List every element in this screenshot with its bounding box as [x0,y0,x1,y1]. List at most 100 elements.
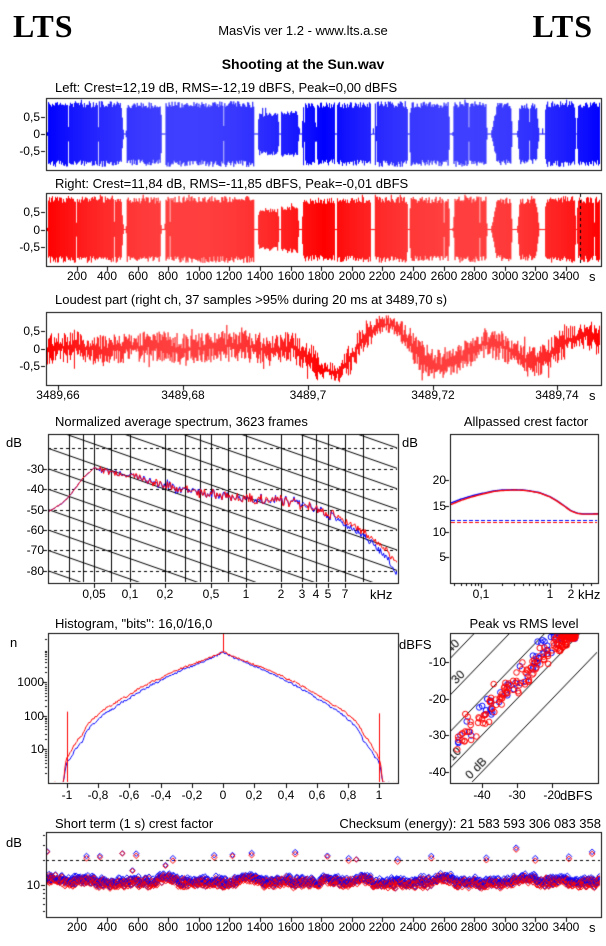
tick-label: 600 [127,269,149,283]
tick-label: 10 [26,878,40,892]
tick-label: -20 [543,788,561,802]
tick-label: 400 [96,920,118,934]
tick-label: 3 [298,587,306,601]
tick-label: -80 [26,564,44,578]
short-term-crest-title: Short term (1 s) crest factor [55,816,214,831]
tick-label: 1 [375,788,383,802]
axis-unit-label: s [589,269,596,284]
tick-label: -0,4 [150,788,172,802]
tick-label: 0,1 [121,587,139,601]
tick-label: 0,8 [339,788,357,802]
tick-label: 1400 [246,920,274,934]
tick-label: 4 [312,587,320,601]
allpassed-crest-title: Allpassed crest factor [463,414,589,429]
tick-label: 2800 [460,269,488,283]
tick-label: -0,6 [118,788,140,802]
tick-label: 2400 [399,269,427,283]
tick-label: 2200 [368,920,396,934]
tick-label: 3000 [491,920,519,934]
tick-label: 5 [324,587,332,601]
tick-label: 1 [242,587,250,601]
lts-logo-right: LTS [532,8,593,44]
file-title: Shooting at the Sun.wav [221,56,385,72]
tick-label: 7 [341,587,349,601]
masvis-version-text: MasVis ver 1.2 - www.lts.a.se [218,23,388,38]
spectrum-y-axis-label: dB [6,435,22,450]
allpassed-crest-y-axis-label: dB [402,435,418,450]
tick-label: 3489,7 [289,388,327,402]
tick-label: 0,05 [82,587,106,601]
tick-label: 200 [66,269,88,283]
right-channel-stats: Right: Crest=11,84 dB, RMS=-11,85 dBFS, … [55,176,409,191]
axis-unit-label: dBFS [560,788,593,803]
tick-label: 1600 [277,269,305,283]
tick-label: 0,2 [156,587,174,601]
peak-vs-rms-y-axis-label: dBFS [399,637,432,652]
tick-label: 5 [439,550,446,564]
tick-label: 0,5 [23,110,40,124]
tick-label: -1 [61,788,73,802]
tick-label: 1200 [215,920,243,934]
tick-label: 0 [33,223,40,237]
tick-label: 1800 [307,920,335,934]
tick-label: 100 [23,709,44,723]
tick-label: 3489,66 [36,388,80,402]
tick-label: 1800 [307,269,335,283]
tick-label: -50 [26,503,44,517]
tick-label: 1000 [185,920,213,934]
tick-label: 3000 [491,269,519,283]
tick-label: -30 [26,462,44,476]
tick-label: -0,2 [181,788,203,802]
tick-label: 1600 [277,920,305,934]
tick-label: 0 [33,342,40,356]
tick-label: 20 [432,473,446,487]
tick-label: 10 [432,525,446,539]
tick-label: -40 [473,788,491,802]
tick-label: 2600 [430,269,458,283]
axis-unit-label: kHz [578,587,601,602]
tick-label: 3200 [521,269,549,283]
tick-label: 0,6 [308,788,326,802]
tick-label: 0 [33,127,40,141]
tick-label: 3400 [552,920,580,934]
histogram-y-axis-label: n [10,635,18,650]
tick-label: 3200 [521,920,549,934]
checksum-text: Checksum (energy): 21 583 593 306 083 35… [339,816,601,831]
tick-label: -40 [428,765,446,779]
tick-label: 1000 [17,675,44,689]
tick-label: 0,4 [277,788,295,802]
peak-vs-rms-title: Peak vs RMS level [469,616,579,631]
axis-unit-label: s [589,920,596,935]
tick-label: 3489,74 [535,388,579,402]
loudest-part-title: Loudest part (right ch, 37 samples >95% … [55,292,448,307]
tick-label: 10 [30,742,44,756]
tick-label: 400 [96,269,118,283]
tick-label: -0,5 [19,144,40,158]
tick-label: -60 [26,523,44,537]
tick-label: -40 [26,482,44,496]
tick-label: -30 [428,728,446,742]
short-term-crest-y-axis-label: dB [6,835,22,850]
tick-label: 1200 [215,269,243,283]
axis-unit-label: kHz [370,587,393,602]
tick-label: -10 [428,655,446,669]
tick-label: 0,2 [245,788,263,802]
tick-label: 0,5 [23,205,40,219]
tick-label: -0,5 [19,240,40,254]
histogram-title: Histogram, "bits": 16,0/16,0 [55,616,213,631]
left-channel-stats: Left: Crest=12,19 dB, RMS=-12,19 dBFS, P… [55,80,398,95]
tick-label: 0,5 [202,587,220,601]
tick-label: 1400 [246,269,274,283]
tick-label: 1000 [185,269,213,283]
tick-label: 800 [157,269,179,283]
tick-label: -20 [428,692,446,706]
tick-label: -30 [508,788,526,802]
tick-label: 2400 [399,920,427,934]
tick-label: 2800 [460,920,488,934]
spectrum-title: Normalized average spectrum, 3623 frames [55,414,308,429]
tick-label: 0,5 [23,324,40,338]
tick-label: -0,8 [87,788,109,802]
axis-unit-label: s [589,388,596,403]
